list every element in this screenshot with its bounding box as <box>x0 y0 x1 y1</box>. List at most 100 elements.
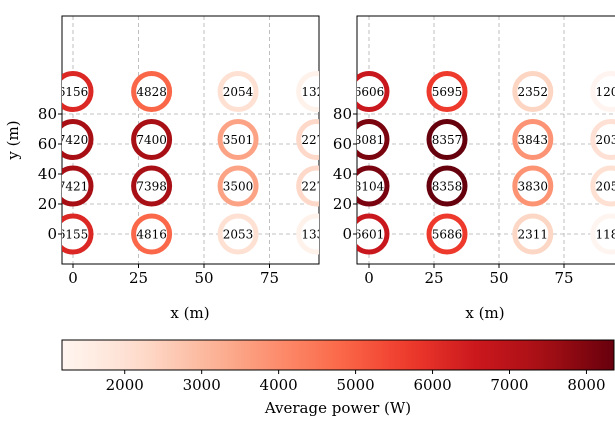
colorbar-ticks: 2000 3000 4000 5000 6000 7000 8000 <box>106 370 606 394</box>
marker-ring <box>296 213 319 255</box>
marker-value-label: 4828 <box>136 85 167 99</box>
marker-ring <box>590 165 615 207</box>
marker-ring <box>357 213 390 255</box>
right-grid <box>357 16 615 264</box>
colorbar-tick-label: 6000 <box>413 376 451 394</box>
power-marker: 1330 <box>296 213 319 255</box>
marker-ring <box>296 165 319 207</box>
x-tick-label: 75 <box>554 269 573 287</box>
colorbar-tick-label: 3000 <box>183 376 221 394</box>
right-panel: 0 25 50 75 0 20 40 60 80 6606 5695 2352 1209 8081 83… <box>333 15 615 322</box>
marker-value-label: 2271 <box>301 133 332 147</box>
power-marker: 6601 <box>354 213 390 255</box>
marker-ring <box>590 71 615 112</box>
marker-value-label: 2352 <box>518 85 549 99</box>
marker-value-label: 3500 <box>223 180 254 194</box>
marker-value-label: 1185 <box>596 228 615 242</box>
left-plot-frame <box>61 15 320 265</box>
power-marker: 3501 <box>217 119 259 160</box>
left-x-ticks: 0 25 50 75 <box>68 264 279 287</box>
x-tick-label: 75 <box>260 269 279 287</box>
left-grid <box>62 16 319 264</box>
power-marker: 5695 <box>426 71 468 112</box>
left-y-ticks: 0 20 40 60 80 <box>38 105 62 243</box>
power-marker: 1327 <box>296 71 332 112</box>
y-tick-label: 0 <box>342 225 352 243</box>
x-tick-label: 50 <box>489 269 508 287</box>
power-marker: 8104 <box>357 165 390 207</box>
y-tick-label: 0 <box>47 225 57 243</box>
power-marker: 4816 <box>131 213 173 255</box>
power-marker: 7400 <box>131 119 173 160</box>
y-tick-label: 40 <box>38 165 57 183</box>
marker-ring <box>512 165 554 207</box>
marker-ring <box>590 119 615 160</box>
marker-ring <box>217 165 259 207</box>
power-marker: 2053 <box>217 213 259 255</box>
colorbar-tick-label: 5000 <box>336 376 374 394</box>
marker-value-label: 6155 <box>58 228 89 242</box>
left-markers: 6156 4828 2054 1327 7420 7400 3501 2271 7421 7398… <box>58 71 332 255</box>
power-marker: 7421 <box>62 165 94 207</box>
x-tick-label: 0 <box>68 269 78 287</box>
marker-value-label: 3843 <box>518 133 549 147</box>
left-x-axis-label: x (m) <box>170 304 209 322</box>
power-marker: 2352 <box>512 71 554 112</box>
marker-value-label: 6601 <box>354 228 385 242</box>
marker-ring <box>62 165 94 207</box>
power-marker: 6156 <box>62 71 94 112</box>
marker-value-label: 7398 <box>136 180 167 194</box>
power-marker: 2271 <box>296 165 319 207</box>
marker-value-label: 5695 <box>432 85 463 99</box>
colorbar-tick-label: 4000 <box>260 376 298 394</box>
power-marker: 3830 <box>512 165 554 207</box>
colorbar-tick-label: 2000 <box>106 376 144 394</box>
power-marker: 7420 <box>62 119 94 160</box>
right-y-ticks: 0 20 40 60 80 <box>333 105 357 243</box>
marker-value-label: 1327 <box>301 85 332 99</box>
marker-ring <box>512 71 554 112</box>
marker-ring <box>512 119 554 160</box>
y-tick-label: 40 <box>333 165 352 183</box>
marker-ring <box>217 119 259 160</box>
colorbar-label: Average power (W) <box>264 399 411 417</box>
power-marker: 2050 <box>590 165 615 207</box>
power-marker: 8358 <box>426 165 468 207</box>
power-marker: 2271 <box>296 119 332 160</box>
marker-value-label: 2054 <box>223 85 254 99</box>
y-tick-label: 60 <box>333 135 352 153</box>
marker-ring <box>426 71 468 112</box>
y-tick-label: 20 <box>38 195 57 213</box>
x-tick-label: 50 <box>194 269 213 287</box>
marker-value-label: 3830 <box>518 180 549 194</box>
marker-ring <box>62 119 94 160</box>
y-tick-label: 60 <box>38 135 57 153</box>
power-marker: 1185 <box>590 213 615 255</box>
marker-value-label: 1209 <box>596 85 615 99</box>
marker-value-label: 8081 <box>354 133 385 147</box>
left-y-axis-label: y (m) <box>4 120 22 160</box>
marker-value-label: 2033 <box>596 133 615 147</box>
marker-ring <box>296 71 319 112</box>
marker-ring <box>512 213 554 255</box>
marker-value-label: 8358 <box>432 180 463 194</box>
marker-ring <box>357 71 390 112</box>
y-tick-label: 80 <box>333 105 352 123</box>
power-marker: 7398 <box>131 165 173 207</box>
marker-ring <box>62 71 94 112</box>
marker-ring <box>296 119 319 160</box>
marker-ring <box>131 71 173 112</box>
power-marker: 2033 <box>590 119 615 160</box>
colorbar: 2000 3000 4000 5000 6000 7000 8000 Average pow… <box>61 339 615 417</box>
marker-value-label: 4816 <box>136 228 167 242</box>
power-marker: 6155 <box>58 213 94 255</box>
marker-ring <box>590 213 615 255</box>
right-x-ticks: 0 25 50 75 <box>364 264 574 287</box>
marker-value-label: 7400 <box>136 133 167 147</box>
right-markers: 6606 5695 2352 1209 8081 8357 3843 2033 8104 8358… <box>354 71 615 255</box>
colorbar-tick-label: 7000 <box>490 376 528 394</box>
power-marker: 4828 <box>131 71 173 112</box>
marker-value-label: 5686 <box>432 228 463 242</box>
marker-ring <box>357 165 390 207</box>
